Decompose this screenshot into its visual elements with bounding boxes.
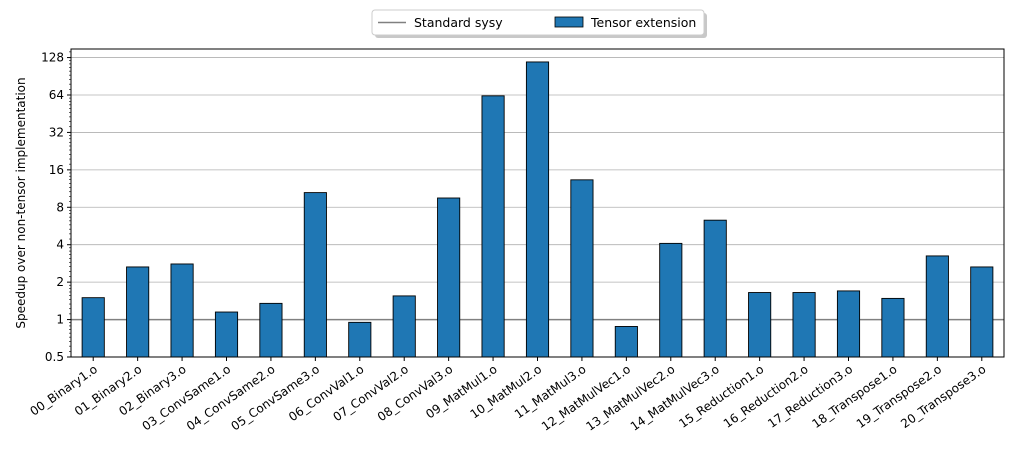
bar xyxy=(659,242,683,358)
bar xyxy=(481,95,505,358)
bar xyxy=(614,326,638,358)
bar xyxy=(126,266,150,358)
x-tick-label: 07_ConvVal2.o xyxy=(330,362,410,424)
x-axis-ticks: 00_Binary1.o01_Binary2.o02_Binary3.o03_C… xyxy=(27,357,989,434)
bar xyxy=(437,197,461,358)
y-tick-label: 64 xyxy=(49,88,64,102)
y-tick-label: 128 xyxy=(41,51,64,65)
bar xyxy=(259,302,283,358)
x-tick-label: 08_ConvVal3.o xyxy=(375,362,455,424)
bar xyxy=(703,219,727,358)
y-tick-label: 16 xyxy=(49,163,64,177)
bar xyxy=(170,263,194,358)
bar xyxy=(303,192,327,358)
legend-box xyxy=(371,9,705,36)
legend-bar-swatch xyxy=(554,16,584,28)
y-tick-label: 32 xyxy=(49,125,64,139)
x-tick-label: 20_Transpose3.o xyxy=(898,362,988,431)
bars xyxy=(81,61,994,358)
y-tick-label: 0.5 xyxy=(45,350,64,364)
x-tick-label: 06_ConvVal1.o xyxy=(286,362,366,424)
bar xyxy=(748,292,772,358)
bar xyxy=(525,61,550,358)
legend-label-standard: Standard sysy xyxy=(414,15,503,30)
y-tick-label: 2 xyxy=(56,275,64,289)
y-tick-label: 8 xyxy=(56,200,64,214)
bar xyxy=(214,311,239,358)
bar xyxy=(970,266,994,358)
legend-label-tensor: Tensor extension xyxy=(590,15,696,30)
y-tick-label: 1 xyxy=(56,313,64,327)
y-axis-label: Speedup over non-tensor implementation xyxy=(14,77,28,328)
legend: Standard sysy Tensor extension xyxy=(371,9,707,38)
bar xyxy=(925,255,949,358)
bar xyxy=(881,297,905,358)
bar xyxy=(836,290,861,358)
bar xyxy=(348,321,372,358)
bar xyxy=(792,292,816,358)
bar xyxy=(392,295,416,358)
bar xyxy=(81,297,105,358)
y-tick-label: 4 xyxy=(56,238,64,252)
plot-frame xyxy=(70,48,1005,358)
y-axis-ticks: 0.5 1 2 4 8 16 32 64 128 xyxy=(41,51,71,364)
bar xyxy=(570,179,594,358)
